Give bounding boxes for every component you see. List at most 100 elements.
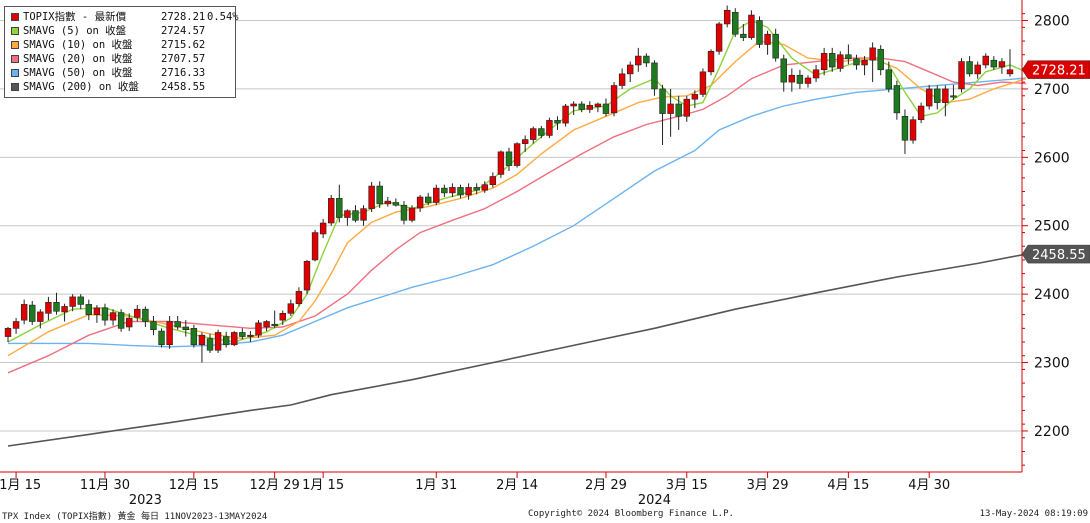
candle-body [659,88,666,114]
candle-body [20,304,28,321]
candle-body [772,33,779,59]
candle-body [424,196,432,203]
footer-copyright: Copyright© 2024 Bloomberg Finance L.P. [528,509,734,519]
x-tick-label: 12月 15 [169,478,219,493]
legend-name: SMAVG (5) on 收盤 [23,25,127,37]
candle-body [190,328,198,346]
candle-body [885,69,892,90]
candle-body [255,322,262,336]
candle-body [748,14,755,38]
candle-body [481,184,488,191]
candle-body [360,208,367,221]
candle-body [29,304,36,322]
candle-body [829,53,836,68]
legend-item-sma20: SMAVG (20) on 收盤 2707.57 [11,52,233,66]
candle-body [198,334,206,346]
y-axis: 2200 2300 2400 2500 2600 2700 2800 [1022,13,1070,466]
candle-body [465,187,472,196]
footer-security-info: TPX Index (TOPIX指數) 黃金 每日 11NOV2023-13MA… [2,512,268,522]
candle-body [101,307,109,321]
candle-body [901,115,909,141]
candle-body [788,74,796,83]
price-labels: 2458.55 2728.21 [1021,60,1090,264]
candle-body [158,330,165,346]
sma200-line [7,253,1027,447]
candle-body [602,103,610,114]
candle-body [239,332,246,337]
candle-body [562,105,569,124]
candle-body [715,23,723,52]
candle-body [473,187,480,191]
candle-body [586,105,594,110]
candle-body [344,210,351,218]
last-price-label-box [1021,60,1090,79]
candle-body [521,139,529,144]
candle-body [917,105,925,121]
candle-body [433,187,440,203]
candles [4,5,1014,363]
candle-body [206,338,214,351]
legend-item-sma50: SMAVG (50) on 收盤 2716.33 [11,66,233,80]
legend-name: SMAVG (10) on 收盤 [23,39,133,51]
candle-body [61,306,68,313]
legend-change: 0.54% [207,11,239,23]
x-tick-label: 11月 15 [0,478,41,493]
candle-body [982,55,989,66]
candle-body [651,62,658,90]
candle-body [554,120,561,124]
candle-body [691,94,699,100]
x-tick-label: 12月 29 [250,478,300,493]
candle-body [570,103,577,107]
legend-name: SMAVG (200) on 收盤 [23,81,139,93]
candle-body [45,302,52,314]
x-tick-label: 2月 29 [585,478,627,493]
candle-body [877,48,884,71]
candle-body [764,33,771,45]
candle-body [505,151,513,166]
candle-body [37,311,44,322]
candle-body [538,128,545,136]
candle-body [804,77,812,84]
candle-body [966,61,973,75]
legend-value: 2458.55 [161,81,206,93]
candle-body [627,64,634,75]
y-tick-label: 2700 [1034,82,1070,98]
candle-body [683,98,690,117]
candle-body [441,187,448,194]
legend-swatch-topix [11,13,19,21]
last-price-label: 2728.21 [1032,64,1086,79]
candle-body [707,51,715,73]
x-tick-label: 1月 31 [415,478,457,493]
x-tick-label: 3月 15 [666,478,708,493]
x-tick-label: 11月 30 [80,478,130,493]
sma20-line [7,57,1027,374]
candle-body [546,120,553,136]
candle-body [126,317,133,328]
candle-body [732,12,739,35]
x-tick-label: 4月 15 [827,478,869,493]
candle-body [756,20,763,45]
candle-body [311,232,319,261]
candle-body [53,302,60,312]
candle-body [392,202,400,206]
candle-body [998,61,1006,68]
sma50-series [8,77,1027,348]
legend-value: 2728.21 [161,11,206,23]
candle-body [271,323,278,326]
y-tick-label: 2800 [1034,14,1070,30]
candle-body [530,128,537,140]
legend-value: 2724.57 [161,25,206,37]
legend-value: 2715.62 [161,39,206,51]
candle-body [820,53,828,71]
candle-body [416,196,424,209]
x-tick-label: 4月 30 [908,478,950,493]
candle-body [513,143,521,166]
footer-timestamp: 13-May-2024 08:19:09 [979,509,1088,519]
candle-body [837,54,844,69]
candle-body [384,200,391,205]
candle-body [295,291,303,305]
sma200-price-label: 2458.55 [1032,248,1086,263]
candle-body [489,176,497,185]
candle-body [497,151,505,175]
candle-body [594,103,602,108]
